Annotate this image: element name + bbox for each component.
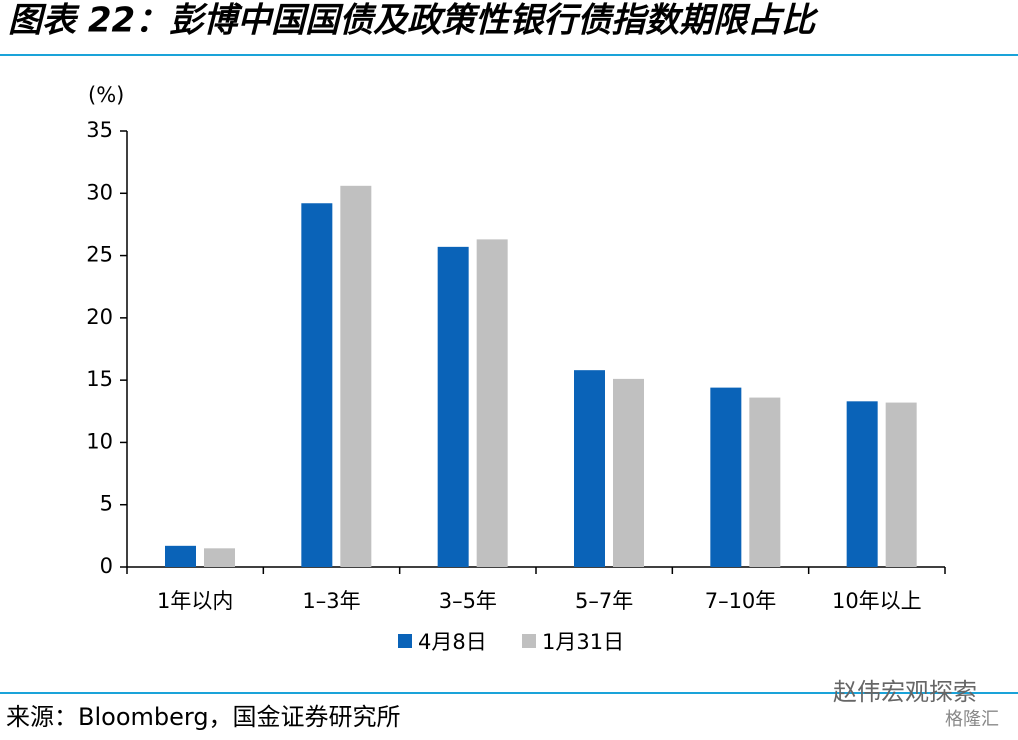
- bar: [613, 378, 644, 567]
- legend-swatch: [398, 634, 412, 648]
- watermark: 格隆汇: [945, 709, 999, 730]
- y-tick-label: 5: [100, 492, 113, 516]
- source: 来源：Bloomberg，国金证券研究所: [6, 703, 401, 731]
- bar: [846, 401, 878, 567]
- x-tick-label: 3–5年: [439, 589, 497, 613]
- x-tick-label: 10年以上: [832, 589, 922, 613]
- y-tick-label: 0: [100, 554, 113, 578]
- bar: [476, 239, 508, 567]
- x-tick-label: 7–10年: [705, 589, 777, 613]
- x-tick-label: 1年以内: [157, 589, 233, 613]
- y-tick-label: 25: [86, 243, 113, 267]
- bar: [885, 402, 917, 567]
- y-tick-label: 30: [86, 180, 113, 204]
- bar: [710, 387, 742, 567]
- bar: [301, 203, 333, 567]
- y-tick-label: 20: [86, 305, 113, 329]
- watermark: 赵伟宏观探索: [833, 678, 977, 706]
- bar: [340, 185, 372, 567]
- y-axis-label: (%): [88, 83, 124, 107]
- bar: [165, 545, 196, 567]
- y-tick-label: 15: [86, 367, 113, 391]
- legend-label: 1月31日: [542, 630, 624, 654]
- y-tick-label: 10: [86, 429, 113, 453]
- bar: [574, 370, 605, 567]
- bar: [204, 548, 235, 567]
- x-tick-label: 5–7年: [575, 589, 633, 613]
- legend-label: 4月8日: [418, 630, 487, 654]
- chart-title: 图表 22：彭博中国国债及政策性银行债指数期限占比: [8, 1, 819, 41]
- y-tick-label: 35: [86, 118, 113, 142]
- bar: [749, 397, 781, 567]
- bar: [437, 246, 469, 567]
- x-tick-label: 1–3年: [302, 589, 360, 613]
- legend-swatch: [522, 634, 536, 648]
